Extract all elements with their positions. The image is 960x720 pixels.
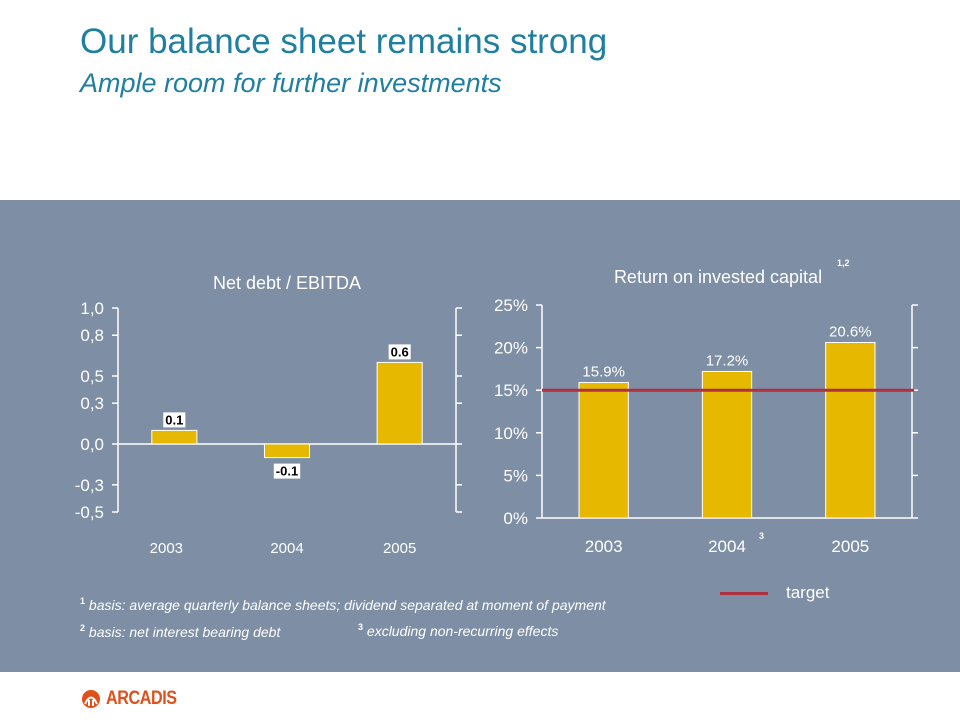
- bar-2003: [578, 382, 629, 519]
- y-tick-label: 1,0: [80, 299, 104, 318]
- bar-2004: [701, 370, 753, 519]
- data-label-2004: -0.1: [276, 464, 298, 479]
- company-logo: ARCADIS: [80, 686, 189, 712]
- y-tick-label: 0%: [503, 509, 528, 528]
- slide-subtitle: Ample room for further investments: [80, 68, 502, 98]
- footnote-1: 1 basis: average quarterly balance sheet…: [80, 596, 606, 613]
- target-legend-label: target: [786, 583, 830, 602]
- data-label-bg: [273, 463, 301, 479]
- bar-2003: [151, 429, 198, 445]
- x-category-label-2004: 2004: [270, 540, 303, 557]
- data-label-bg: [388, 344, 411, 360]
- footnote-2: 2 basis: net interest bearing debt: [80, 623, 281, 640]
- y-tick-label: 0,8: [80, 326, 104, 345]
- arcadis-logo-icon: [82, 690, 100, 708]
- footnote-3: 3 excluding non-recurring effects: [358, 622, 559, 639]
- y-tick-label: 15%: [494, 381, 528, 400]
- y-tick-label: -0,5: [75, 503, 104, 522]
- roic-chart: Return on invested capital 1,2 0% 5% 10% 15…: [494, 258, 918, 556]
- y-tick-label: 0,5: [80, 367, 104, 386]
- y-tick-label: -0,3: [75, 476, 104, 495]
- data-label-2003: 15.9%: [582, 364, 625, 381]
- bar-2004: [263, 443, 311, 459]
- y-tick-label: 0,3: [80, 394, 104, 413]
- data-label-bg: [163, 412, 186, 428]
- y-tick-label: 5%: [503, 466, 528, 485]
- bar-2005: [376, 361, 423, 445]
- y-tick-label: 25%: [494, 296, 528, 315]
- chart-title-superscript: 1,2: [837, 258, 850, 268]
- x-category-label-2003: 2003: [585, 537, 623, 556]
- data-label-2005: 0.6: [391, 344, 409, 359]
- data-label-2005: 20.6%: [829, 323, 872, 340]
- x-category-label-2005: 2005: [383, 540, 416, 557]
- y-tick-label: 10%: [494, 424, 528, 443]
- logo-text: ARCADIS: [106, 688, 177, 709]
- data-label-2004: 17.2%: [706, 352, 749, 369]
- target-legend-line: [720, 592, 768, 595]
- x-category-label-2003: 2003: [150, 540, 183, 557]
- net-debt-ebitda-chart: Net debt / EBITDA -0,5 -0,3 0,0 0,3 0,5 0,8 1,…: [75, 273, 462, 557]
- slide-title: Our balance sheet remains strong: [80, 22, 608, 61]
- bar-2005: [825, 341, 876, 519]
- x-category-superscript: 3: [759, 531, 764, 541]
- chart-title: Return on invested capital: [614, 267, 822, 287]
- y-tick-label: 20%: [494, 339, 528, 358]
- x-category-label-2005: 2005: [831, 537, 869, 556]
- y-tick-label: 0,0: [80, 435, 104, 454]
- data-label-2003: 0.1: [165, 412, 183, 427]
- chart-title: Net debt / EBITDA: [213, 273, 361, 293]
- x-category-label-2004: 2004: [708, 537, 746, 556]
